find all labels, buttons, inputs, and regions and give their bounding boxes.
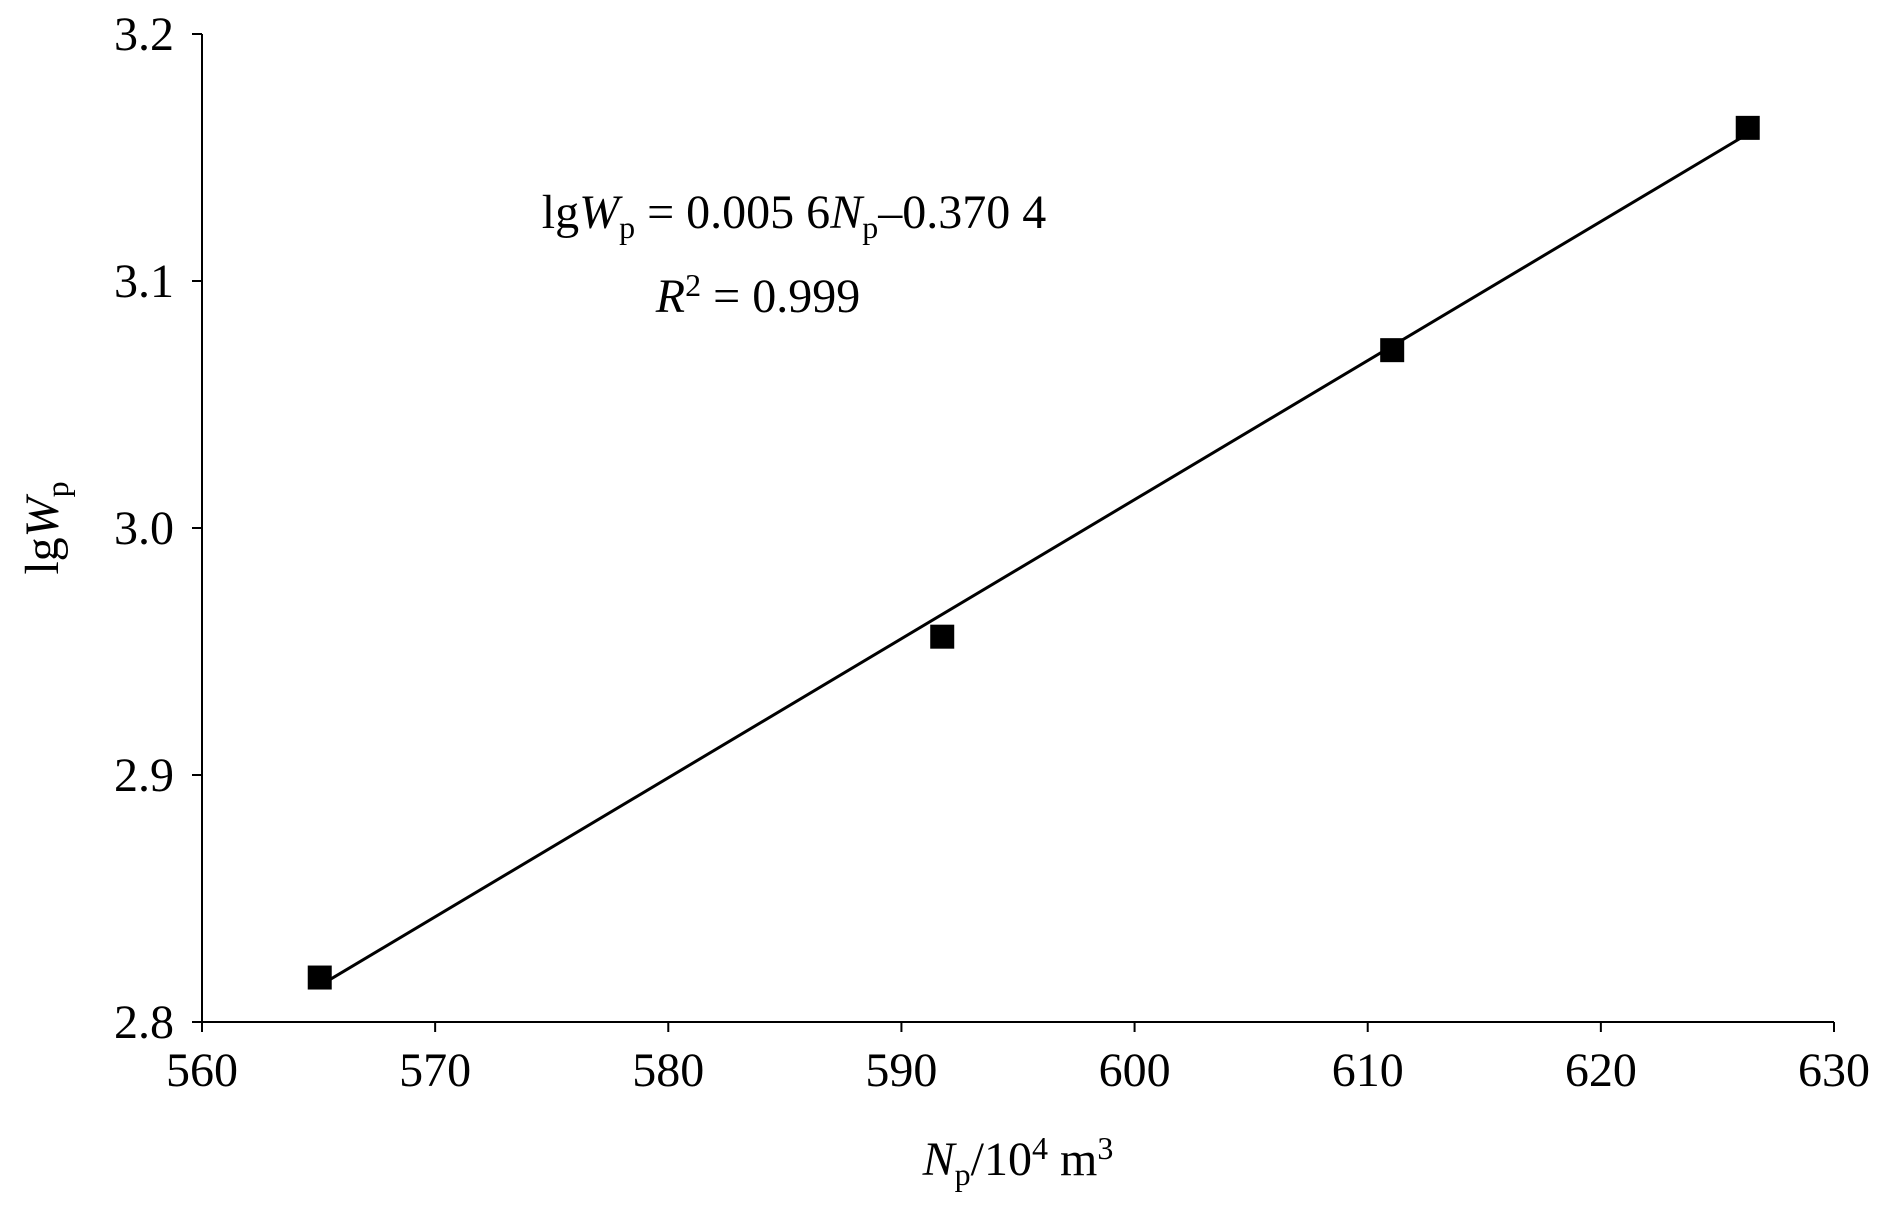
eq-part: –0.370 4 bbox=[877, 186, 1046, 239]
yl-part: lg bbox=[16, 537, 69, 574]
r-squared: R2 = 0.999 bbox=[655, 267, 860, 323]
xl-part: p bbox=[955, 1156, 971, 1192]
x-tick-label: 620 bbox=[1565, 1044, 1637, 1097]
y-tick-label: 3.2 bbox=[114, 8, 174, 61]
marker bbox=[1735, 115, 1760, 140]
x-axis-label: Np/104 m3 bbox=[922, 1130, 1114, 1192]
x-tick-label: 590 bbox=[865, 1044, 937, 1097]
eq-part: N bbox=[829, 186, 865, 239]
x-tick-label: 610 bbox=[1332, 1044, 1404, 1097]
marker bbox=[307, 965, 332, 990]
xl-part: m bbox=[1048, 1133, 1097, 1186]
trendline bbox=[320, 133, 1747, 987]
x-tick-label: 600 bbox=[1099, 1044, 1171, 1097]
y-axis-label: lgWp bbox=[16, 481, 75, 574]
xl-part: 4 bbox=[1032, 1130, 1048, 1166]
marker bbox=[930, 624, 955, 649]
eq-part: lg bbox=[542, 186, 579, 239]
x-tick-label: 630 bbox=[1798, 1044, 1870, 1097]
y-tick-label: 2.8 bbox=[114, 996, 174, 1049]
marker bbox=[1380, 338, 1405, 363]
r2-part: = 0.999 bbox=[701, 270, 860, 323]
xl-part: 3 bbox=[1097, 1130, 1113, 1166]
eq-part: = 0.005 6 bbox=[635, 186, 830, 239]
x-tick-label: 560 bbox=[166, 1044, 238, 1097]
eq-part: p bbox=[862, 209, 878, 245]
xl-part: /10 bbox=[971, 1133, 1032, 1186]
x-tick-label: 580 bbox=[632, 1044, 704, 1097]
y-tick-label: 2.9 bbox=[114, 749, 174, 802]
r2-part: 2 bbox=[685, 267, 701, 303]
r2-part: R bbox=[655, 270, 685, 323]
yl-part: p bbox=[39, 481, 75, 497]
y-tick-label: 3.1 bbox=[114, 255, 174, 308]
eq-part: p bbox=[619, 209, 635, 245]
equation: lgWp = 0.005 6Np–0.370 4 bbox=[542, 186, 1046, 245]
x-tick-label: 570 bbox=[399, 1044, 471, 1097]
xl-part: N bbox=[922, 1133, 958, 1186]
eq-part: W bbox=[579, 186, 623, 239]
y-tick-label: 3.0 bbox=[114, 502, 174, 555]
yl-part: W bbox=[16, 493, 69, 537]
